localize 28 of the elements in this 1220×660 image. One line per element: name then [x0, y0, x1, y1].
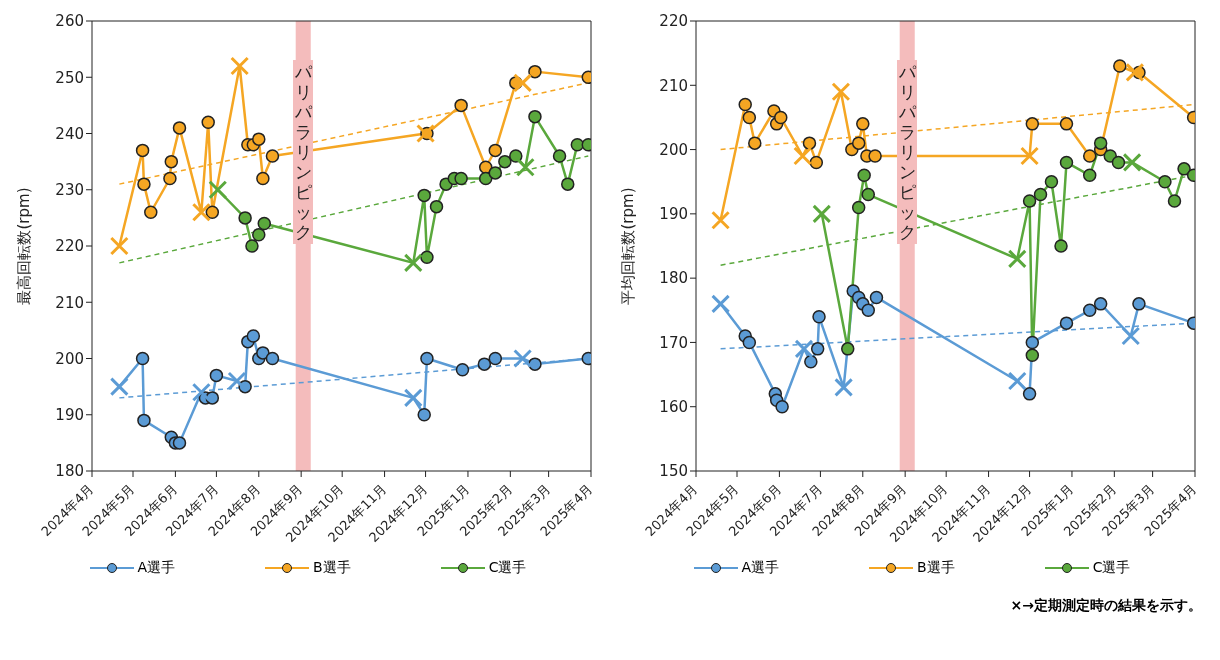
legend-label: B選手: [917, 559, 955, 577]
y-tick-label: 260: [55, 12, 84, 31]
y-tick-label: 200: [659, 140, 688, 159]
y-tick-label: 200: [55, 349, 84, 368]
y-tick-label: 230: [55, 181, 84, 200]
legend-label: A選手: [741, 559, 780, 577]
y-tick-label: 160: [659, 398, 688, 417]
text: ×→定期測定時の結果を示す。: [1009, 597, 1203, 615]
y-axis-title: 平均回転数(rpm): [619, 187, 638, 305]
y-tick-label: 180: [659, 269, 688, 288]
text: パリパラリンピック: [898, 62, 916, 242]
legend-label: C選手: [488, 559, 527, 577]
y-axis-title: 最高回転数(rpm): [15, 187, 34, 305]
legend-label: B選手: [313, 559, 351, 577]
y-tick-label: 250: [55, 68, 84, 87]
y-tick-label: 170: [659, 333, 688, 352]
y-tick-label: 210: [55, 293, 84, 312]
y-tick-label: 150: [659, 462, 688, 481]
y-tick-label: 190: [55, 406, 84, 425]
y-tick-label: 180: [55, 462, 84, 481]
legend-label: C選手: [1092, 559, 1131, 577]
y-tick-label: 210: [659, 76, 688, 95]
legend-label: A選手: [137, 559, 176, 577]
y-tick-label: 220: [55, 237, 84, 256]
y-tick-label: 240: [55, 124, 84, 143]
y-tick-label: 190: [659, 205, 688, 224]
text: パリパラリンピック: [294, 62, 312, 242]
y-tick-label: 220: [659, 12, 688, 31]
